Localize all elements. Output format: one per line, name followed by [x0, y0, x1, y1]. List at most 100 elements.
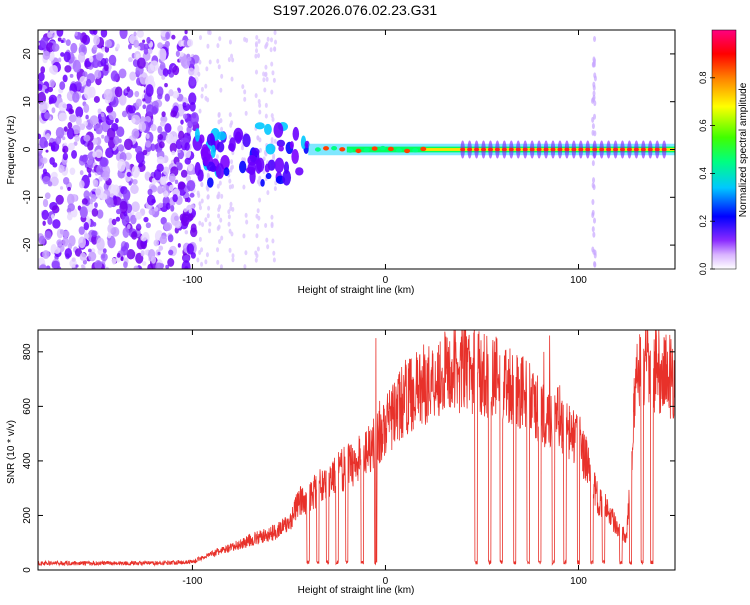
- spectrogram-noise-blob: [107, 235, 116, 249]
- spectrogram-noise-blob: [170, 110, 177, 118]
- spectrogram-noise-blob: [113, 195, 117, 199]
- spectrogram-noise-blob: [230, 159, 234, 165]
- spectrogram-transition-blob: [202, 151, 210, 167]
- spectrogram-noise-blob: [62, 236, 69, 247]
- spectrogram-noise-blob: [182, 113, 188, 120]
- spectrogram-noise-blob: [70, 42, 78, 54]
- spectrogram-noise-blob: [170, 205, 175, 212]
- spectrogram-noise-blob: [256, 208, 260, 214]
- spectrogram-streak: [591, 123, 595, 130]
- spectrogram-noise-blob: [102, 248, 107, 254]
- spectrogram-noise-blob: [93, 96, 100, 103]
- spectrogram-noise-blob: [272, 257, 276, 263]
- spectrogram-noise-blob: [38, 133, 42, 140]
- snr-ticks: -100 0 100 0 200 400 600 800: [22, 330, 675, 587]
- spectrogram-noise-blob: [59, 81, 66, 90]
- spectrogram-tone-peak: [654, 147, 660, 152]
- spectrogram-noise-blob: [243, 264, 247, 269]
- spectrogram-noise-blob: [172, 194, 178, 203]
- spectrogram-noise-blob: [270, 223, 274, 229]
- spectrogram-noise-blob: [184, 30, 188, 35]
- spectrogram-noise-blob: [77, 82, 81, 87]
- spectrogram-noise-blob: [56, 239, 63, 247]
- spectrogram-noise-blob: [208, 221, 212, 227]
- spectrogram-tone-peak: [314, 147, 321, 152]
- spectrogram-noise-blob: [96, 165, 103, 176]
- spectrogram-noise-blob: [220, 193, 224, 199]
- spectrogram-transition-blob: [264, 163, 270, 173]
- spectrogram-noise-blob: [140, 234, 148, 242]
- spectrogram-noise-blob: [38, 235, 46, 246]
- spectrogram-noise-blob: [228, 228, 232, 234]
- spectrogram-noise-blob: [48, 94, 57, 104]
- spectrogram-noise-blob: [83, 233, 90, 240]
- spectrogram-noise-blob: [60, 52, 65, 57]
- spectrogram-noise-blob: [273, 186, 277, 192]
- spectrogram-noise-blob: [131, 211, 135, 215]
- spectrogram-noise-blob: [243, 89, 247, 95]
- spectrogram-noise-blob: [81, 265, 86, 269]
- spectrogram-noise-blob: [255, 213, 259, 219]
- spectrogram-noise-blob: [270, 89, 274, 95]
- spectrogram-noise-blob: [128, 180, 132, 186]
- spectrogram-noise-blob: [127, 43, 132, 50]
- spectrogram-noise-blob: [114, 117, 119, 124]
- spectrogram-noise-blob: [258, 147, 262, 153]
- spectrogram-noise-blob: [68, 235, 76, 247]
- spectrogram-noise-blob: [63, 177, 70, 185]
- spectrogram-noise-blob: [96, 209, 104, 219]
- spectrogram-tone-peak: [599, 147, 605, 152]
- spectrogram-noise-blob: [179, 52, 184, 57]
- spectrogram-noise-blob: [177, 125, 184, 133]
- colorbar-tick-label: 0.0: [698, 263, 708, 276]
- spectrogram-noise-blob: [200, 261, 204, 267]
- spectrogram-noise-blob: [196, 190, 200, 196]
- spectrogram-noise-blob: [159, 52, 167, 62]
- spectrogram-transition-blob: [265, 143, 276, 155]
- colorbar: 0.0 0.2 0.4 0.6 0.8 Normalized spectral ampl…: [698, 29, 749, 276]
- snr-frame: [37, 329, 676, 571]
- spectrogram-noise-blob: [150, 124, 157, 132]
- spectrogram-noise-blob: [266, 190, 270, 196]
- spectrogram-streak: [593, 260, 597, 267]
- snr-panel: -100 0 100 0 200 400 600 800 Height of straight…: [6, 329, 676, 596]
- spectrogram-noise-blob: [112, 184, 120, 195]
- spectrogram-noise-blob: [142, 39, 146, 44]
- spectrogram-noise-blob: [130, 214, 137, 225]
- spectrogram-noise-blob: [173, 136, 177, 142]
- spectrogram-noise-blob: [135, 211, 142, 220]
- spectrogram-y-tick-label: 20: [22, 48, 33, 60]
- spectrogram-noise-blob: [100, 252, 108, 262]
- spectrogram-noise-blob: [255, 233, 259, 239]
- spectrogram-noise-blob: [141, 261, 147, 266]
- spectrogram-noise-blob: [39, 136, 48, 149]
- spectrogram-streak: [593, 100, 597, 107]
- spectrogram-tone-peak: [529, 147, 535, 152]
- spectrogram-transition-blob: [233, 127, 244, 142]
- snr-y-label: SNR (10 * v/v): [6, 420, 17, 484]
- spectrogram-noise-blob: [227, 209, 231, 215]
- spectrogram-noise-blob: [255, 48, 259, 54]
- spectrogram-noise-blob: [126, 171, 132, 177]
- spectrogram-noise-blob: [84, 60, 92, 68]
- spectrogram-noise-blob: [101, 46, 105, 52]
- spectrogram-noise-blob: [95, 123, 103, 135]
- spectrogram-noise-blob: [58, 101, 67, 112]
- spectrogram-noise-blob: [257, 99, 261, 105]
- spectrogram-tone-peak: [633, 147, 639, 152]
- spectrogram-noise-blob: [42, 176, 51, 185]
- spectrogram-noise-blob: [271, 238, 275, 244]
- spectrogram-noise-blob: [270, 214, 274, 220]
- spectrogram-noise-blob: [59, 229, 65, 235]
- spectrogram-noise-blob: [153, 169, 162, 181]
- spectrogram-noise-blob: [103, 88, 113, 101]
- spectrogram-y-tick-label: 0: [22, 146, 33, 152]
- spectrogram-noise-blob: [271, 70, 275, 76]
- spectrogram-noise-blob: [206, 194, 210, 200]
- spectrogram-noise-blob: [104, 135, 110, 143]
- spectrogram-noise-blob: [75, 106, 84, 118]
- spectrogram-noise-blob: [218, 239, 222, 245]
- spectrogram-noise-blob: [163, 222, 173, 231]
- spectrogram-noise-blob: [134, 90, 140, 98]
- spectrogram-noise-blob: [157, 251, 161, 256]
